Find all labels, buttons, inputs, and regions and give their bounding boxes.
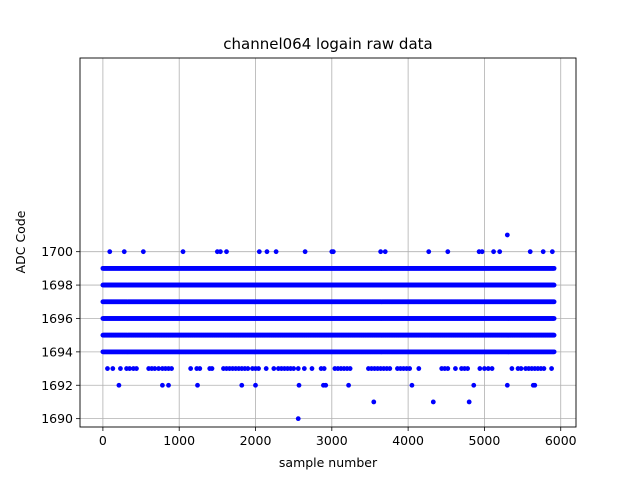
x-tick-label: 1000 <box>163 433 195 448</box>
data-point <box>477 366 483 371</box>
data-point <box>551 299 557 305</box>
data-point <box>273 249 279 255</box>
points-layer <box>100 232 557 422</box>
x-tick-label: 5000 <box>469 433 501 448</box>
data-point <box>263 366 269 371</box>
data-point <box>107 249 113 255</box>
data-point <box>195 382 200 388</box>
y-tick-label: 1698 <box>41 278 73 293</box>
data-point <box>116 382 122 388</box>
data-point <box>453 366 458 371</box>
data-point <box>271 366 277 371</box>
data-point <box>551 282 557 288</box>
data-point <box>551 265 557 271</box>
chart-title: channel064 logain raw data <box>223 35 432 53</box>
data-point <box>323 382 329 388</box>
y-tick-label: 1700 <box>41 244 73 259</box>
data-point <box>239 382 245 388</box>
data-point <box>291 366 297 371</box>
y-tick-label: 1692 <box>41 378 73 393</box>
data-point <box>295 366 301 371</box>
data-point <box>540 249 546 255</box>
y-tick-label: 1690 <box>41 411 73 426</box>
data-point <box>110 366 116 371</box>
data-point <box>253 382 258 388</box>
data-point <box>188 366 194 371</box>
data-point <box>497 249 503 255</box>
data-point <box>166 382 171 388</box>
data-point <box>224 249 229 255</box>
data-point <box>489 366 495 371</box>
data-point <box>518 366 524 371</box>
data-point <box>409 382 415 388</box>
data-point <box>445 366 451 371</box>
data-point <box>301 366 307 371</box>
data-point <box>532 382 538 388</box>
data-point <box>371 399 377 405</box>
data-point <box>209 366 215 371</box>
data-point <box>382 249 388 255</box>
data-point <box>551 349 557 355</box>
data-point <box>504 382 510 388</box>
x-tick-label: 0 <box>99 433 107 448</box>
x-axis-label: sample number <box>279 455 378 470</box>
y-tick-label: 1694 <box>41 344 73 359</box>
data-point <box>479 249 485 255</box>
data-point <box>105 366 110 371</box>
y-tick-label: 1696 <box>41 311 73 326</box>
data-point <box>134 366 139 371</box>
data-point <box>121 249 127 255</box>
data-point <box>118 366 123 371</box>
data-point <box>430 399 436 405</box>
x-tick-label: 4000 <box>392 433 424 448</box>
data-point <box>347 366 353 371</box>
data-point <box>378 249 384 255</box>
data-point <box>504 232 510 238</box>
data-point <box>309 366 315 371</box>
data-point <box>169 366 174 371</box>
data-point <box>321 366 327 371</box>
data-point <box>197 366 203 371</box>
data-point <box>264 249 270 255</box>
x-tick-label: 3000 <box>316 433 348 448</box>
data-point <box>416 366 422 371</box>
data-point <box>302 249 308 255</box>
data-point <box>346 382 351 388</box>
data-point <box>256 366 261 371</box>
data-point <box>140 249 146 255</box>
data-point <box>295 416 301 422</box>
data-point <box>256 249 262 255</box>
data-point <box>445 249 451 255</box>
data-point <box>549 366 554 371</box>
data-point <box>407 366 413 371</box>
data-point <box>330 249 336 255</box>
data-point <box>387 366 393 371</box>
data-point <box>465 366 471 371</box>
data-point <box>296 382 302 388</box>
x-tick-label: 6000 <box>545 433 577 448</box>
data-point <box>180 249 186 255</box>
data-point <box>245 366 251 371</box>
data-point <box>471 382 477 388</box>
data-point <box>551 332 557 338</box>
data-point <box>160 382 165 388</box>
data-point <box>466 399 472 405</box>
x-tick-label: 2000 <box>240 433 272 448</box>
data-point <box>551 316 557 321</box>
data-point <box>491 249 496 255</box>
data-point <box>549 249 555 255</box>
data-point <box>218 249 223 255</box>
data-point <box>426 249 432 255</box>
y-axis-label: ADC Code <box>13 210 28 273</box>
data-point <box>541 366 547 371</box>
data-point <box>509 366 515 371</box>
data-point <box>527 249 533 255</box>
